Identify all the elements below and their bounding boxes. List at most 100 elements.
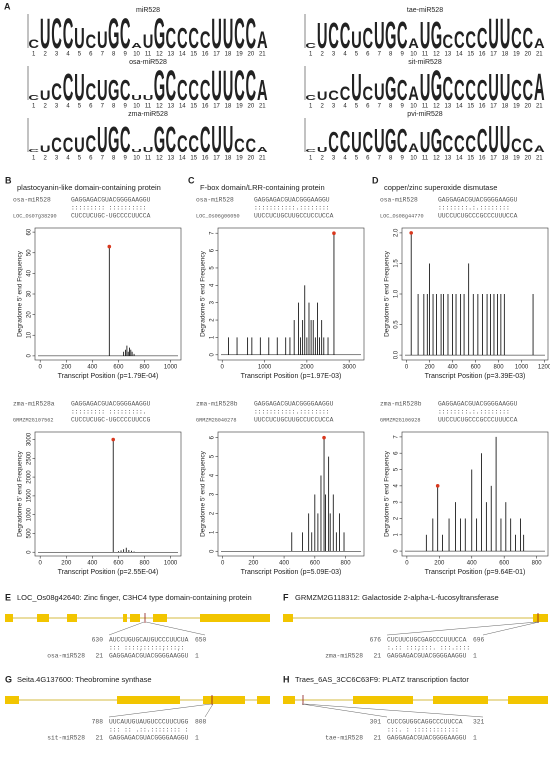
logo-position: 21 xyxy=(536,104,543,110)
logo-position: 21 xyxy=(259,104,266,110)
logo-letter: C xyxy=(200,74,211,107)
logo-letter: C xyxy=(51,9,62,57)
logo-position: 12 xyxy=(156,104,163,110)
logo-letter: G xyxy=(108,74,119,107)
x-tick-label: 0 xyxy=(405,365,409,371)
alignment: :::::::::::.:::::::: xyxy=(254,409,330,416)
logo-letter: U xyxy=(317,146,328,153)
logo-position: 16 xyxy=(479,156,486,162)
y-tick-label: 20 xyxy=(27,311,33,318)
logo-letter: C xyxy=(443,31,454,52)
panel-label: H xyxy=(283,674,290,684)
logo-position: 6 xyxy=(366,104,370,110)
mirna-end: 1 xyxy=(473,653,477,660)
exon xyxy=(130,614,140,622)
logo-position: 16 xyxy=(202,156,209,162)
logo-letter: G xyxy=(431,15,442,57)
gene-title: GRMZM2G118312: Galactoside 2-alpha-L-fuc… xyxy=(295,593,499,602)
logo-position: 5 xyxy=(78,156,82,162)
logo-letter: U xyxy=(97,28,108,54)
logo-letter: C xyxy=(363,22,374,55)
exon xyxy=(37,614,49,622)
mirna-start: 21 xyxy=(373,653,381,660)
logo-position: 9 xyxy=(400,156,404,162)
logo-position: 20 xyxy=(525,104,532,110)
panel-label: G xyxy=(5,674,12,684)
logo-letter: A xyxy=(534,67,545,109)
logo-position: 6 xyxy=(89,156,93,162)
cleavage-site xyxy=(409,231,413,235)
exon xyxy=(433,696,488,704)
logo-position: 10 xyxy=(133,156,140,162)
y-tick-label: 7 xyxy=(210,231,216,235)
logo-position: 4 xyxy=(66,104,70,110)
logo-letter: U xyxy=(351,28,362,54)
x-tick-label: 600 xyxy=(499,561,510,567)
logo-letter: C xyxy=(454,74,465,107)
logo-position: 2 xyxy=(43,104,47,110)
logo-letter: G xyxy=(154,119,165,160)
logo-letter: G xyxy=(385,15,396,57)
y-tick-label: 1 xyxy=(210,335,216,339)
logo-letter: U xyxy=(374,124,385,160)
target-seq: CUCUUCUGCGAGCCCUUUCCA xyxy=(387,637,467,644)
logo-position: 17 xyxy=(490,156,497,162)
y-tick-label: 0 xyxy=(394,549,400,553)
y-tick-label: 3 xyxy=(394,500,400,504)
logo-position: 3 xyxy=(332,104,336,110)
logo-letter: C xyxy=(305,148,316,153)
logo-letter: U xyxy=(500,67,511,109)
logo-position: 15 xyxy=(467,104,474,110)
logo-position: 8 xyxy=(112,104,116,110)
mirna-seq: GAGGAGACGUACGGGGAAGGU xyxy=(109,735,189,742)
x-tick-label: 0 xyxy=(221,365,225,371)
mirna-name: tae-miR528 xyxy=(325,735,363,742)
y-axis-label: Degradome 5' end Frequency xyxy=(200,250,207,337)
logo-position: 11 xyxy=(145,52,152,58)
logo-title: miR528 xyxy=(136,7,160,14)
logo-letter: A xyxy=(257,74,268,107)
logo-letter: C xyxy=(28,94,39,101)
y-tick-label: 2 xyxy=(394,516,400,520)
logo-letter: U xyxy=(420,126,431,159)
logo-letter: U xyxy=(420,67,431,109)
logo-letter: U xyxy=(97,119,108,160)
mirna-end: 1 xyxy=(195,735,199,742)
mirna-start: 21 xyxy=(95,735,103,742)
x-tick-label: 800 xyxy=(139,561,150,567)
cleavage-site xyxy=(107,244,112,249)
logo-letter: U xyxy=(420,15,431,57)
y-tick-label: 0.5 xyxy=(394,320,400,329)
logo-position: 6 xyxy=(366,156,370,162)
y-tick-label: 40 xyxy=(27,269,33,276)
target-start: 788 xyxy=(92,719,104,726)
logo-letter: C xyxy=(63,67,74,109)
logo-letter: U xyxy=(351,67,362,109)
logo-position: 10 xyxy=(410,104,417,110)
logo-letter: C xyxy=(340,83,351,104)
logo-letter: A xyxy=(257,146,268,153)
logo-letter: A xyxy=(408,83,419,104)
logo-position: 16 xyxy=(202,52,209,58)
x-tick-label: 1000 xyxy=(258,365,272,371)
logo-position: 12 xyxy=(433,52,440,58)
x-tick-label: 400 xyxy=(87,561,98,567)
logo-letter: C xyxy=(340,15,351,56)
logo-letter: C xyxy=(234,135,245,156)
logo-letter: C xyxy=(246,61,257,109)
target-end: 808 xyxy=(195,719,207,726)
logo-position: 16 xyxy=(479,52,486,58)
logo-position: 18 xyxy=(502,52,509,58)
logo-letter: A xyxy=(408,36,419,52)
panel-label: C xyxy=(188,175,195,185)
alignment: :::::::::::.:::::::: xyxy=(254,205,330,212)
plot-frame xyxy=(401,431,549,557)
plot-frame xyxy=(217,227,365,361)
exon xyxy=(200,614,270,622)
gene-title: LOC_Os08g42640: Zinc finger, C3HC4 type … xyxy=(17,593,252,602)
logo-letter: U xyxy=(40,9,51,57)
x-tick-label: 400 xyxy=(448,365,459,371)
logo-position: 20 xyxy=(248,156,255,162)
logo-letter: U xyxy=(131,148,142,153)
